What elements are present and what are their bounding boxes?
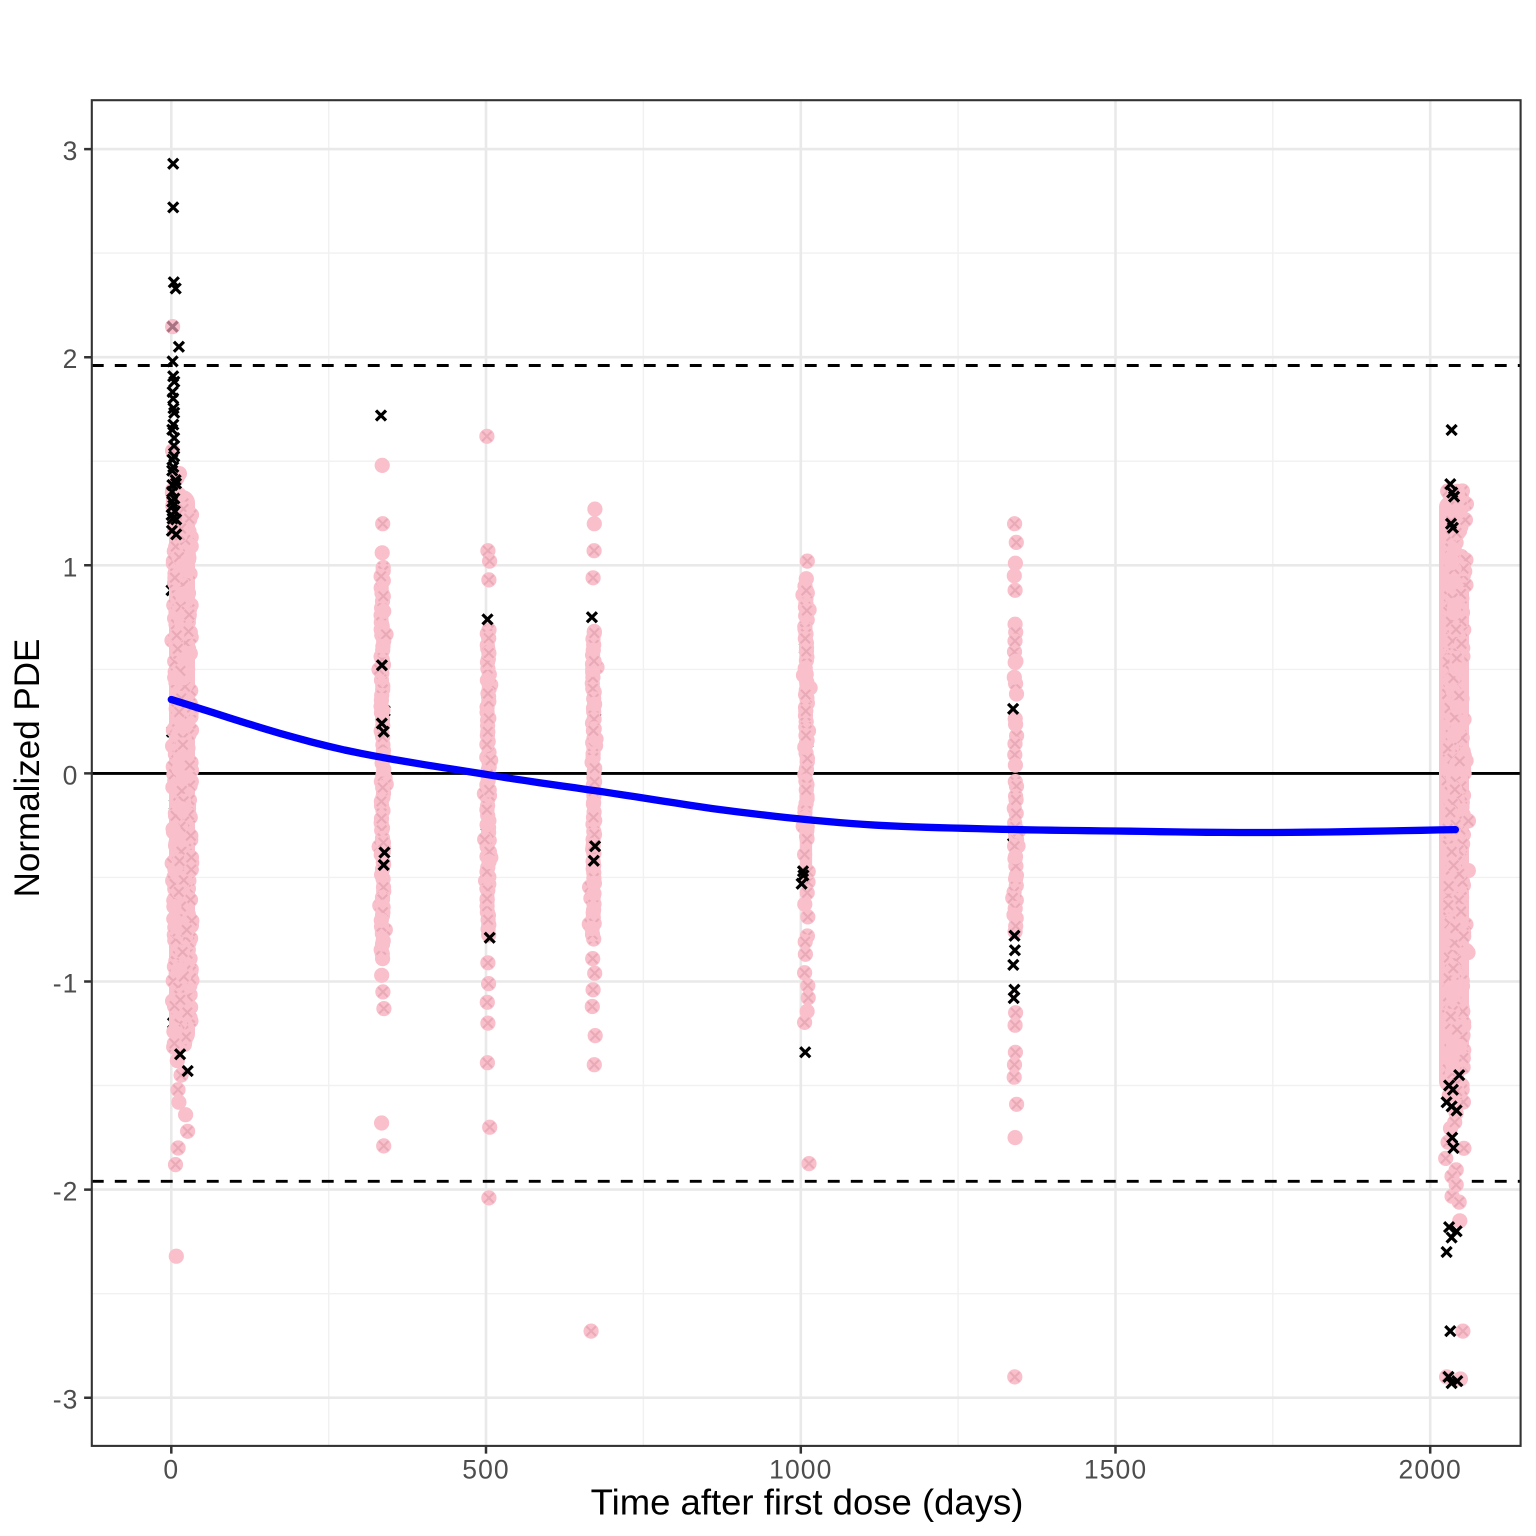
svg-text:Time after first dose (days): Time after first dose (days) <box>591 1482 1024 1523</box>
svg-text:-1: -1 <box>53 969 79 999</box>
svg-text:3: 3 <box>63 136 79 166</box>
svg-text:0: 0 <box>63 760 79 790</box>
svg-text:1500: 1500 <box>1084 1455 1147 1485</box>
svg-text:1: 1 <box>63 552 79 582</box>
svg-text:Normalized PDE: Normalized PDE <box>8 639 47 898</box>
svg-text:500: 500 <box>462 1455 510 1485</box>
svg-text:2: 2 <box>63 344 79 374</box>
svg-text:-2: -2 <box>53 1177 79 1207</box>
svg-text:2000: 2000 <box>1399 1455 1462 1485</box>
svg-text:-3: -3 <box>53 1385 79 1415</box>
svg-text:1000: 1000 <box>769 1455 832 1485</box>
svg-text:0: 0 <box>163 1455 179 1485</box>
